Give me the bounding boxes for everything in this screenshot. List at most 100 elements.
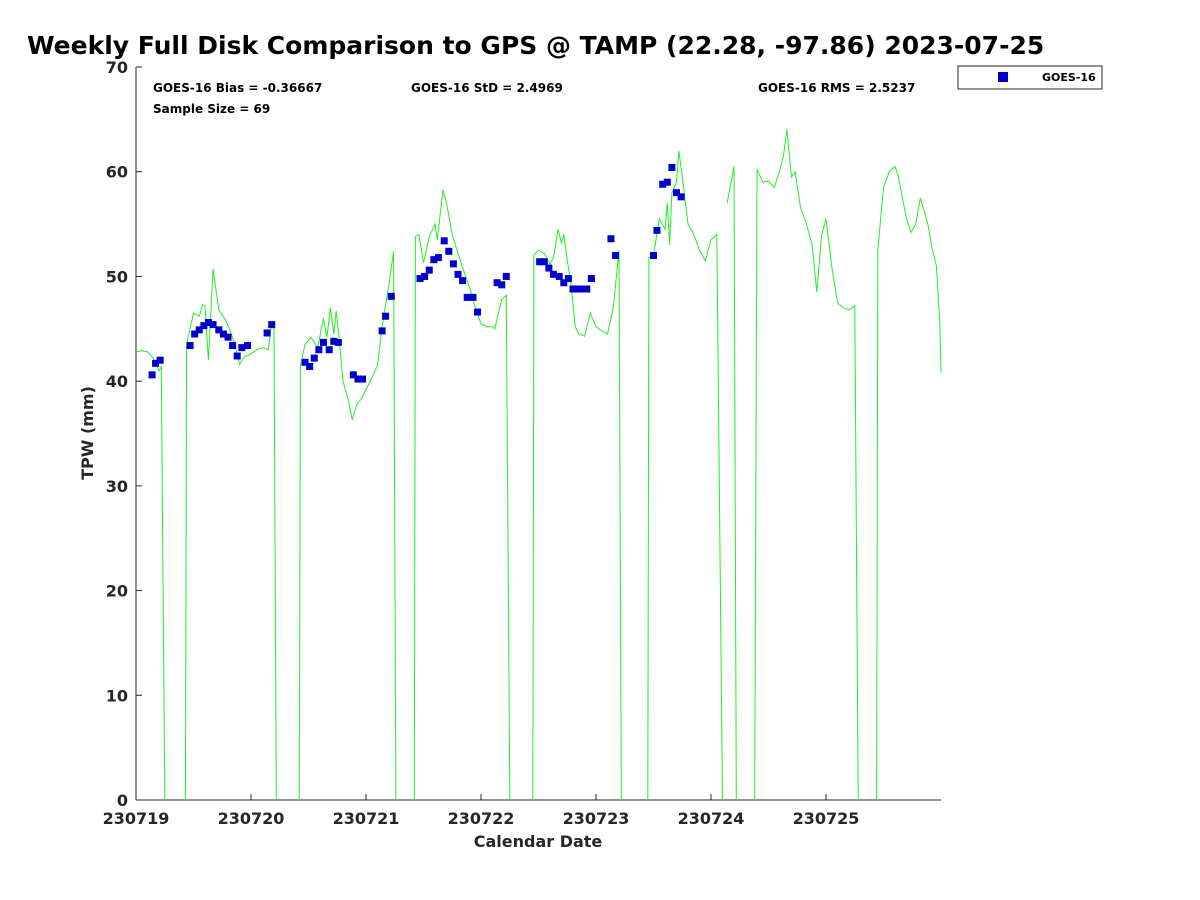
goes16-point [268,321,276,329]
goes16-point [204,319,212,327]
goes16-point [440,237,448,245]
gps-line-segment [726,166,737,801]
goes16-point [148,371,156,379]
goes16-point [587,275,595,283]
goes16-point [668,164,676,172]
goes16-point [549,270,557,278]
x-tick-label: 230725 [793,809,860,828]
goes16-point [224,333,232,341]
goes16-point [498,281,506,289]
gps-line-segment [876,165,942,801]
chart-title: Weekly Full Disk Comparison to GPS @ TAM… [27,31,1044,60]
goes16-point [186,342,194,350]
goes16-point [502,272,510,280]
goes16-point [233,352,241,360]
x-tick-label: 230724 [678,809,745,828]
goes16-point [430,256,438,264]
y-tick-label: 50 [106,267,128,286]
rms-stat: GOES-16 RMS = 2.5237 [758,81,915,95]
goes16-point [663,178,671,186]
y-tick-label: 10 [106,686,128,705]
y-axis-label: TPW (mm) [78,386,97,480]
goes16-point [306,362,314,370]
goes16-point [152,359,160,367]
goes16-point [215,326,223,334]
goes16-point [659,180,667,188]
x-axis-ticks: 230719 230720 230721 230722 230723 230724 2307… [103,794,860,828]
goes16-point [493,279,501,287]
x-tick-label: 230719 [103,809,170,828]
goes16-point [359,375,367,383]
y-tick-label: 20 [106,582,128,601]
bias-stat: GOES-16 Bias = -0.36667 [153,81,322,95]
goes16-point [195,326,203,334]
x-tick-label: 230720 [218,809,285,828]
plot-area [135,67,941,801]
goes16-point [650,251,657,259]
goes16-point [607,235,615,243]
goes16-point [382,312,390,320]
goes16-point [459,277,467,285]
goes16-point [310,354,318,362]
goes16-point [677,193,685,201]
goes16-point [569,285,577,293]
goes16-point [301,358,309,366]
goes16-point [434,254,442,262]
goes16-point [578,285,586,293]
gps-line-segment [298,251,397,801]
gps-line-layer [135,129,942,801]
gps-line-segment [184,269,277,801]
goes16-point [449,260,457,268]
goes16-point [474,308,482,316]
goes16-point [560,279,568,287]
goes16-point [545,264,553,272]
x-axis-label: Calendar Date [474,832,603,851]
goes16-point [244,342,252,350]
goes16-point [315,346,323,354]
gps-line-segment [754,129,859,801]
goes16-point [574,285,582,293]
legend-box [957,65,1103,90]
goes16-point [378,327,386,335]
goes16-point [325,346,333,354]
y-tick-label: 30 [106,477,128,496]
goes16-point [564,275,572,283]
x-tick-label: 230721 [333,809,400,828]
goes16-point [219,330,227,338]
goes16-point [555,272,563,280]
goes16-point [673,189,680,197]
gps-line-segment [413,189,511,801]
gps-line-segment [135,350,166,801]
goes16-point [263,329,271,337]
x-tick-label: 230723 [563,809,630,828]
goes16-point [454,270,462,278]
goes16-point [354,375,362,383]
x-tick-label: 230722 [448,809,515,828]
goes16-point [612,251,620,259]
goes16-point [653,226,661,234]
goes16-point [540,258,548,266]
goes16-point [387,292,395,300]
y-axis-ticks: 0 10 20 30 40 50 60 70 [106,58,142,810]
goes16-point [536,258,544,266]
goes16-point [319,338,327,346]
goes16-point [349,371,357,379]
goes16-point [156,356,164,364]
goes16-point [425,266,433,274]
sample-size-stat: Sample Size = 69 [153,102,270,116]
goes16-point [229,342,237,350]
goes16-point [330,337,338,345]
y-tick-label: 0 [117,791,128,810]
goes16-point [416,275,424,283]
goes16-point [209,321,217,329]
goes16-scatter-layer [148,164,685,383]
goes16-point [191,330,199,338]
y-tick-label: 70 [106,58,128,77]
y-tick-label: 60 [106,163,128,182]
gps-line-segment [647,150,723,801]
std-stat: GOES-16 StD = 2.4969 [411,81,563,95]
goes16-point [583,285,591,293]
legend-label-goes16: GOES-16 [1042,71,1096,84]
legend-marker [998,72,1008,82]
